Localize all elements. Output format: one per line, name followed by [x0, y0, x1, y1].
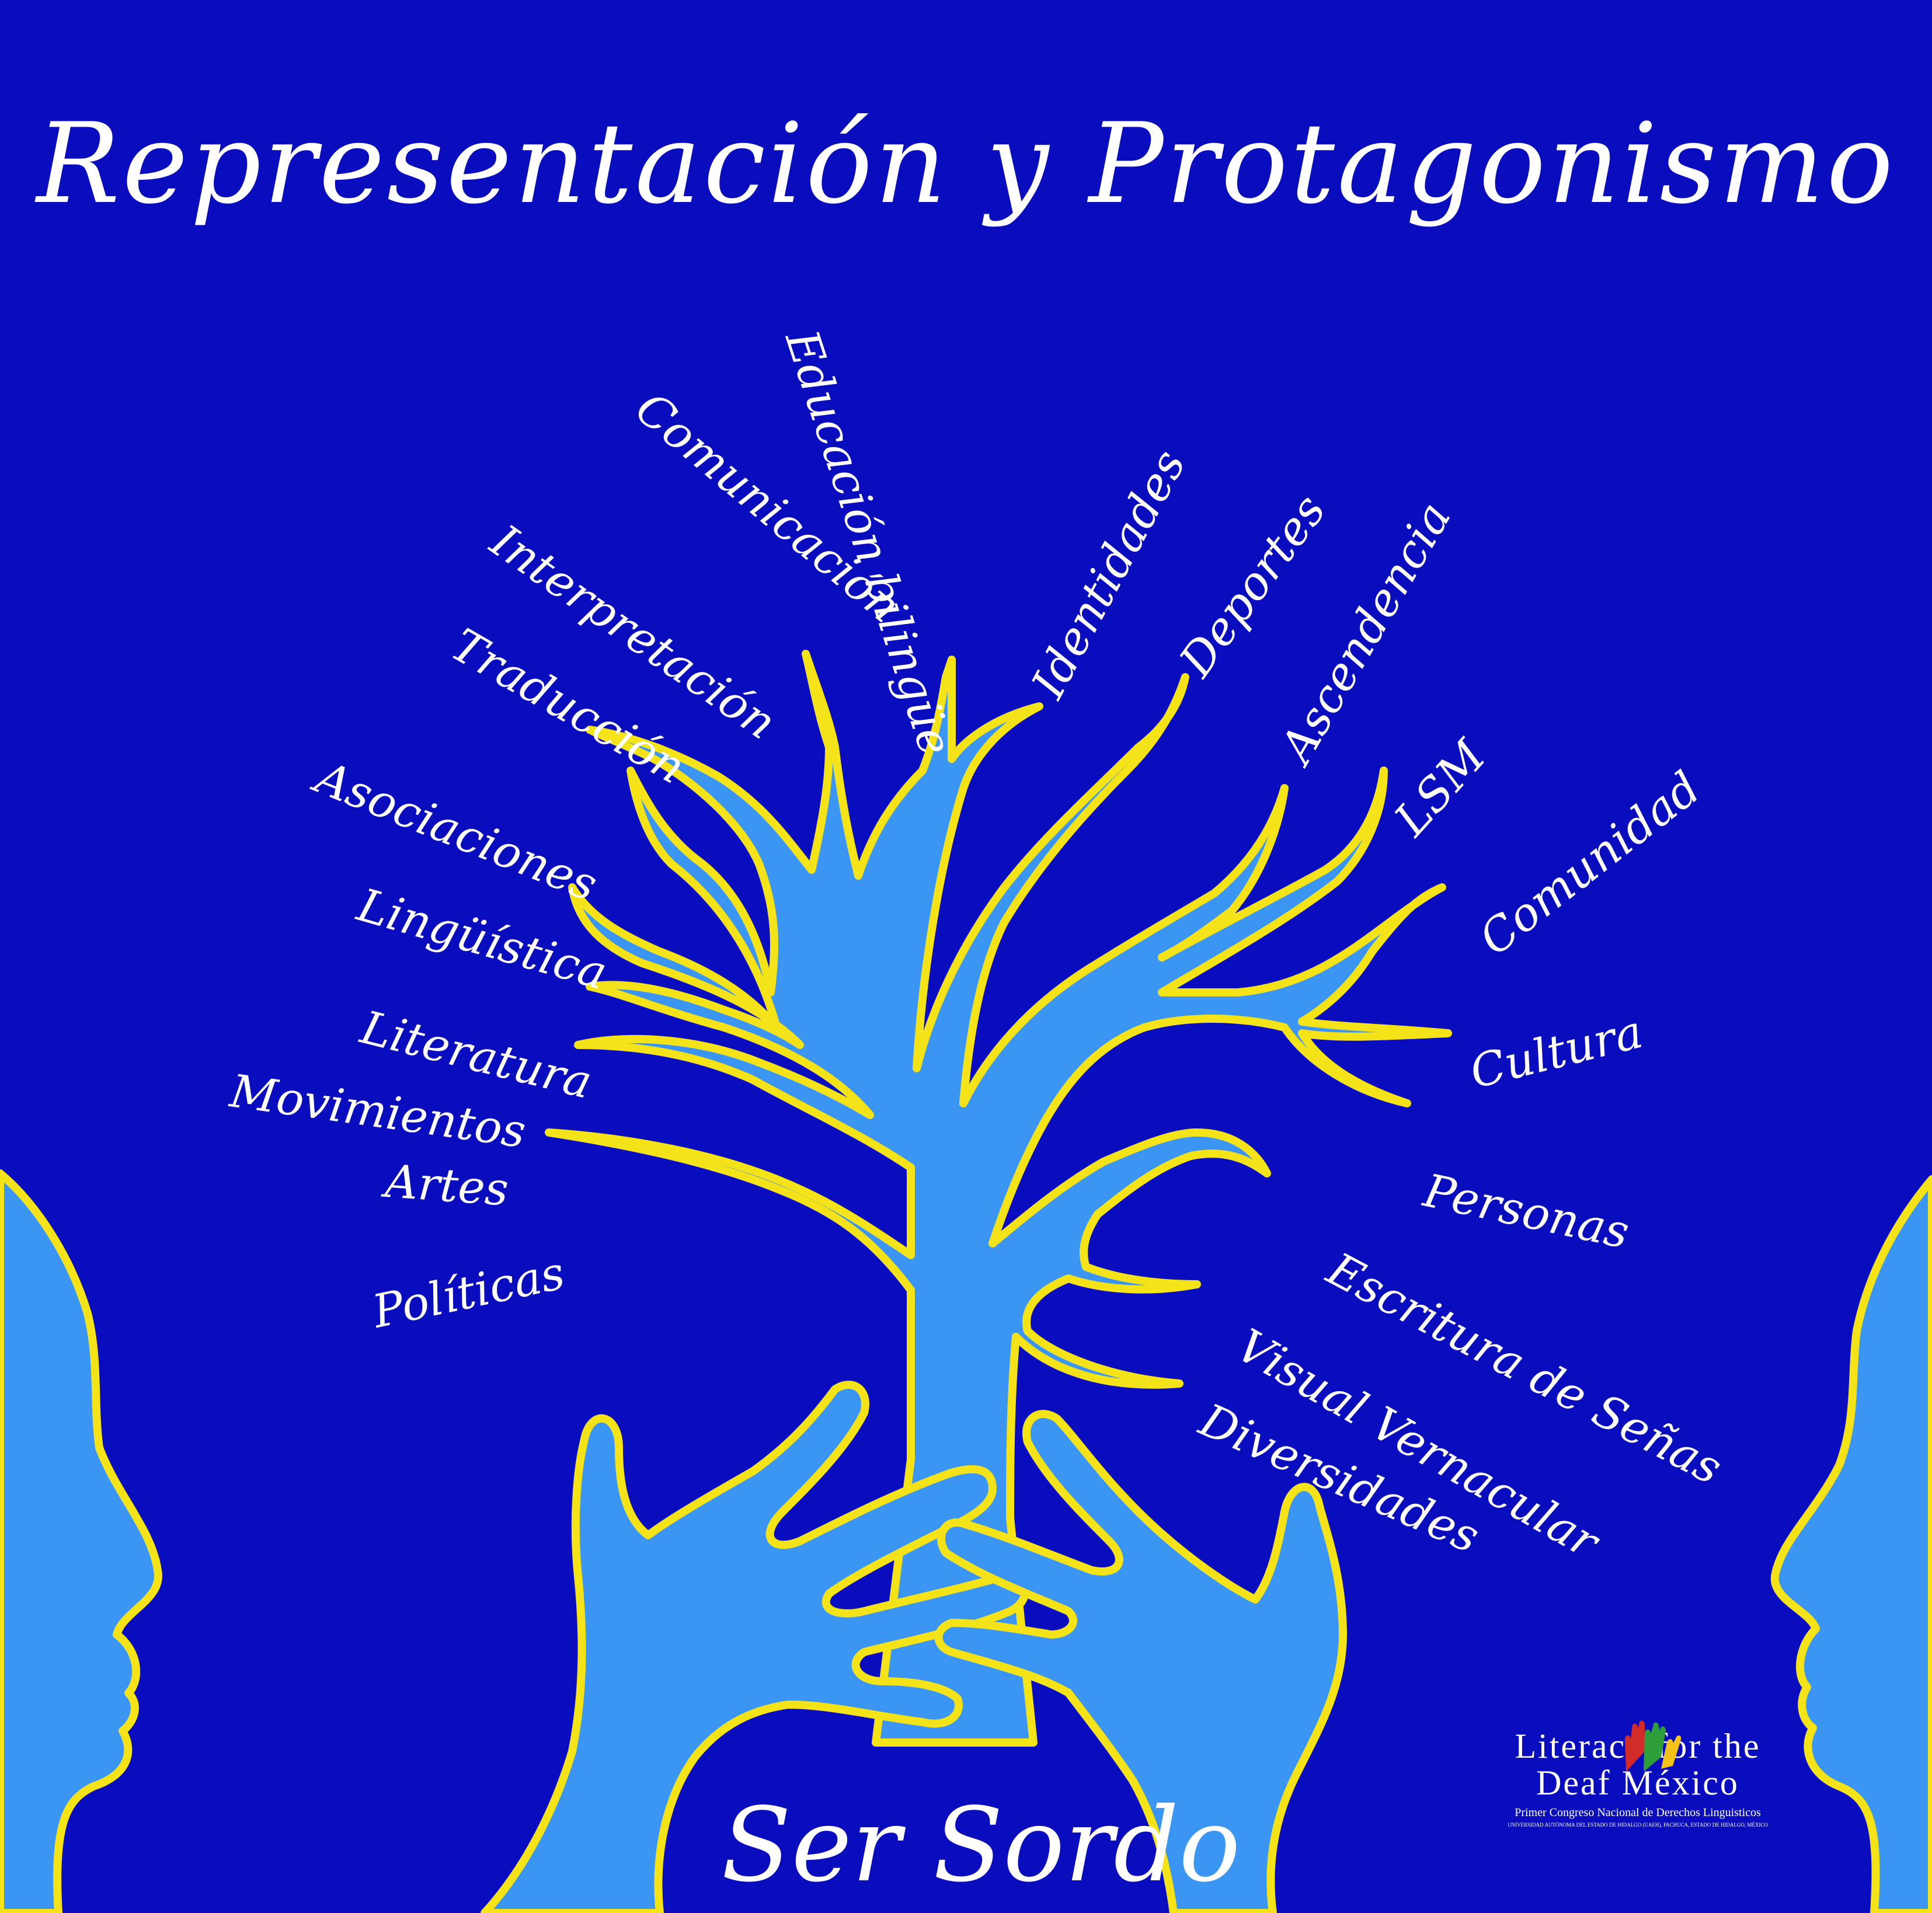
logo-line-2: Deaf México — [1536, 1764, 1739, 1802]
left-hand — [481, 1381, 1029, 1913]
logo-line-3: Primer Congreso Nacional de Derechos Lin… — [1515, 1806, 1761, 1819]
hands-logo-icon — [1625, 1720, 1682, 1772]
label-artes: Artes — [383, 1155, 510, 1217]
right-hand — [934, 1410, 1347, 1913]
left-head-silhouette — [0, 1169, 162, 1913]
logo-line-4: UNIVERSIDAD AUTÓNOMA DEL ESTADO DE HIDAL… — [1508, 1822, 1768, 1828]
bottom-title: Ser Sordo — [721, 1786, 1241, 1905]
right-head-silhouette — [1770, 1175, 1932, 1913]
tree-trunk — [545, 650, 1452, 1747]
organization-logo: Literacy for the Deaf México Primer Cong… — [1492, 1720, 1784, 1828]
page-title: Representación y Protagonismo — [36, 99, 1896, 228]
